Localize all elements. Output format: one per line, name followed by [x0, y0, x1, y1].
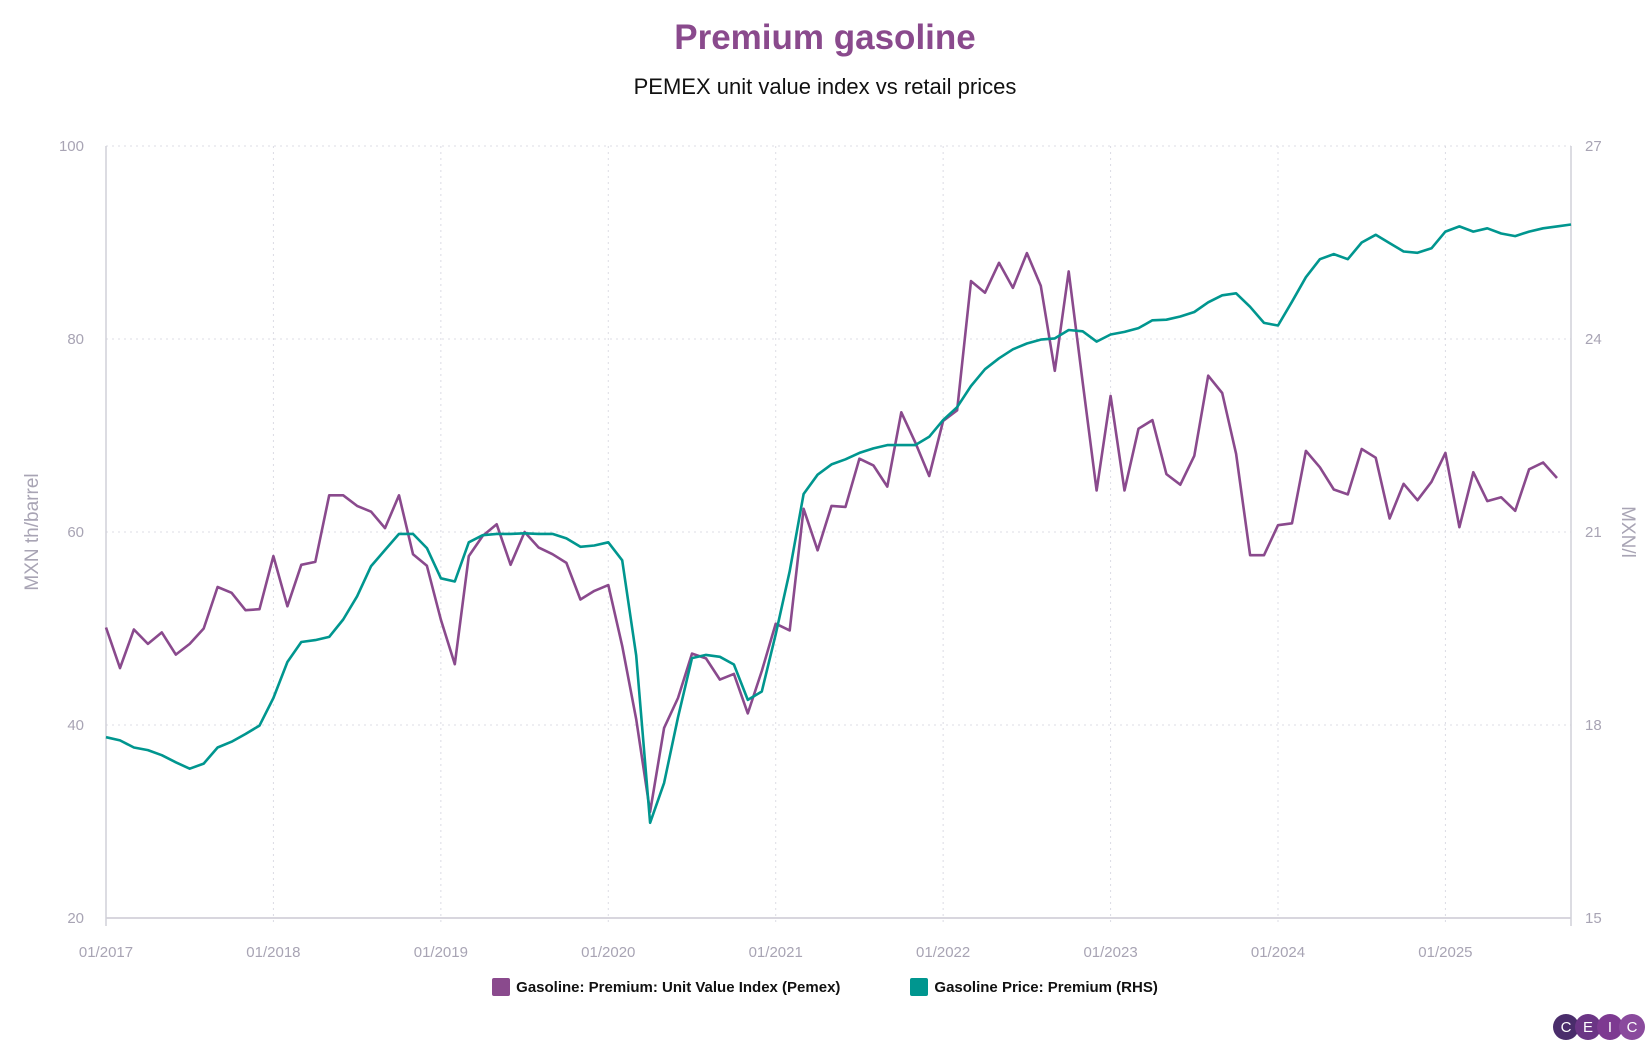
chart-title: Premium gasoline	[674, 18, 976, 57]
legend-swatch	[492, 978, 511, 996]
y2-tick-label: 15	[1585, 910, 1602, 927]
x-tick-label: 01/2023	[1083, 944, 1137, 961]
y-tick-label: 100	[59, 138, 84, 155]
legend-label: Gasoline: Premium: Unit Value Index (Pem…	[516, 978, 841, 996]
y2-tick-label: 27	[1585, 138, 1602, 155]
legend-label: Gasoline Price: Premium (RHS)	[934, 978, 1158, 996]
legend-item-unit-value-index[interactable]: Gasoline: Premium: Unit Value Index (Pem…	[492, 978, 840, 996]
y-tick-label: 60	[67, 524, 84, 541]
x-tick-label: 01/2018	[246, 944, 300, 961]
y2-tick-label: 21	[1585, 524, 1602, 541]
x-tick-label: 01/2022	[916, 944, 970, 961]
series-line-unit-value-index	[104, 251, 1558, 814]
x-tick-label: 01/2025	[1418, 944, 1472, 961]
x-tick-label: 01/2017	[79, 944, 133, 961]
x-tick-label: 01/2024	[1251, 944, 1305, 961]
y-tick-label: 40	[67, 717, 84, 734]
x-tick-label: 01/2020	[581, 944, 635, 961]
y-axis-label: MXN th/barrel	[22, 473, 43, 590]
y-tick-label: 20	[67, 910, 84, 927]
y2-tick-label: 18	[1585, 717, 1602, 734]
y-tick-label: 80	[67, 331, 84, 348]
y2-tick-label: 24	[1585, 331, 1602, 348]
legend-swatch	[910, 978, 929, 996]
ceic-logo: C E I C	[1553, 1014, 1645, 1040]
x-tick-label: 01/2021	[749, 944, 803, 961]
chart-subtitle: PEMEX unit value index vs retail prices	[633, 74, 1017, 99]
legend-item-gasoline-price[interactable]: Gasoline Price: Premium (RHS)	[910, 978, 1158, 996]
y2-axis-label: MXN/l	[1617, 506, 1638, 558]
legend: Gasoline: Premium: Unit Value Index (Pem…	[0, 978, 1650, 996]
series-line-gasoline-price	[105, 223, 1572, 825]
x-tick-label: 01/2019	[414, 944, 468, 961]
